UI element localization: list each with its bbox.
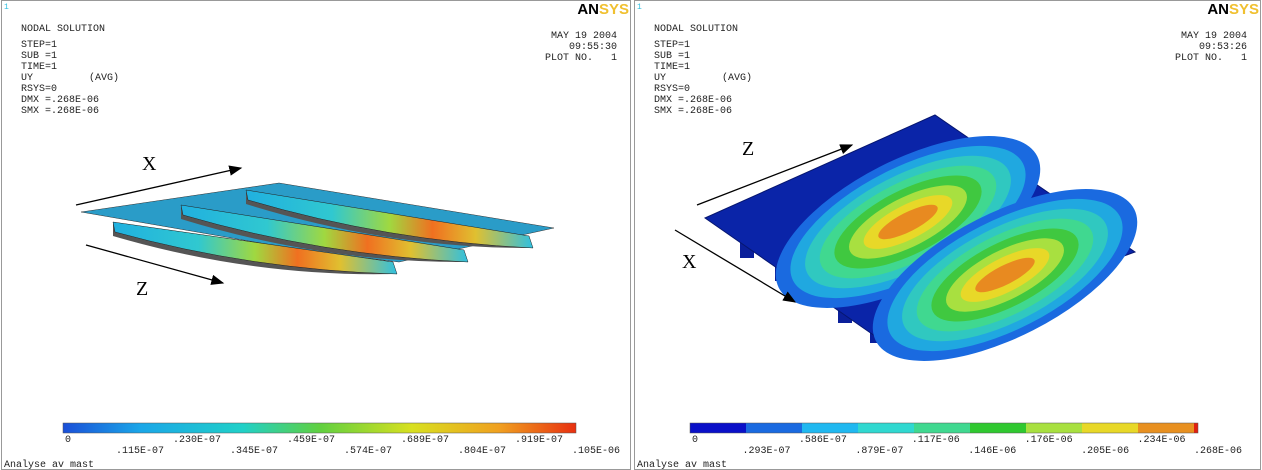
legend-label: 0 xyxy=(692,435,698,446)
legend-label: .176E-06 xyxy=(1025,435,1073,446)
axis-label: X xyxy=(682,251,697,273)
axis-arrow xyxy=(85,244,225,285)
beam-flange xyxy=(180,204,469,263)
result-title: NODAL SOLUTION xyxy=(21,24,105,35)
logo-sys: SYS xyxy=(1229,1,1259,18)
legend-label: .230E-07 xyxy=(173,435,221,446)
plot-number: PLOT NO. 1 xyxy=(1175,53,1247,64)
legend-label: .345E-07 xyxy=(230,446,278,457)
legend-label: .105E-06 xyxy=(572,446,620,457)
result-avg: (AVG) xyxy=(89,72,119,84)
legend-label: .879E-07 xyxy=(855,446,903,457)
legend-segment xyxy=(1138,423,1194,433)
window-number: 1 xyxy=(637,3,642,12)
legend-label: .689E-07 xyxy=(401,435,449,446)
result-avg: (AVG) xyxy=(722,72,752,84)
axis-arrow xyxy=(696,144,854,206)
time: 09:55:30 xyxy=(569,42,617,53)
result-line: RSYS=0 xyxy=(654,84,690,95)
footer: Analyse av mast xyxy=(4,459,94,470)
legend-label: .293E-07 xyxy=(742,446,790,457)
legend-label: .146E-06 xyxy=(968,446,1016,457)
legend-segment xyxy=(1082,423,1138,433)
result-line: SMX =.268E-06 xyxy=(654,106,732,117)
result-line: STEP=1 xyxy=(654,40,690,51)
result-item: UY xyxy=(21,73,33,84)
legend-label: .115E-07 xyxy=(116,446,164,457)
ansys-logo: ANSYS xyxy=(1207,1,1259,18)
contour-band xyxy=(878,204,938,240)
result-line: RSYS=0 xyxy=(21,84,57,95)
legend-label: .586E-07 xyxy=(799,435,847,446)
result-line: SUB =1 xyxy=(654,51,690,62)
date: MAY 19 2004 xyxy=(551,31,617,42)
time: 09:53:26 xyxy=(1199,42,1247,53)
legend-segment xyxy=(690,423,746,433)
beam-flange xyxy=(245,189,534,249)
legend-label: 0 xyxy=(65,435,71,446)
result-line: TIME=1 xyxy=(21,62,57,73)
legend-label: .459E-07 xyxy=(287,435,335,446)
result-line: DMX =.268E-06 xyxy=(654,95,732,106)
legend-segment xyxy=(970,423,1026,433)
contour-band xyxy=(975,257,1035,293)
logo-sys: SYS xyxy=(599,1,629,18)
plate xyxy=(703,114,1138,361)
window-number: 1 xyxy=(4,3,9,12)
beam-flange xyxy=(112,221,398,275)
legend-label: .574E-07 xyxy=(344,446,392,457)
legend-segment xyxy=(802,423,858,433)
legend-bar xyxy=(689,422,1199,434)
date: MAY 19 2004 xyxy=(1181,31,1247,42)
result-title: NODAL SOLUTION xyxy=(654,24,738,35)
result-item: UY xyxy=(654,73,666,84)
result-line: DMX =.268E-06 xyxy=(21,95,99,106)
plot-number: PLOT NO. 1 xyxy=(545,53,617,64)
axis-label: X xyxy=(142,153,157,175)
legend-bar xyxy=(62,422,577,434)
legend-label: .117E-06 xyxy=(912,435,960,446)
legend-segment xyxy=(746,423,802,433)
axis-arrow xyxy=(75,165,243,206)
logo-an: AN xyxy=(577,1,599,18)
logo-an: AN xyxy=(1207,1,1229,18)
ansys-logo: ANSYS xyxy=(577,1,629,18)
axis-label: Z xyxy=(742,138,754,160)
footer: Analyse av mast xyxy=(637,459,727,470)
legend-label: .234E-06 xyxy=(1138,435,1186,446)
legend-label: .919E-07 xyxy=(515,435,563,446)
result-line: STEP=1 xyxy=(21,40,57,51)
result-line: SMX =.268E-06 xyxy=(21,106,99,117)
legend-label: .804E-07 xyxy=(458,446,506,457)
legend-label: .268E-06 xyxy=(1194,446,1242,457)
legend-segment xyxy=(1194,423,1198,433)
axis-label: Z xyxy=(136,278,148,300)
legend-segment xyxy=(858,423,914,433)
legend-label: .205E-06 xyxy=(1081,446,1129,457)
axis-arrow xyxy=(674,229,797,303)
legend-segment xyxy=(1026,423,1082,433)
result-line: TIME=1 xyxy=(654,62,690,73)
result-line: SUB =1 xyxy=(21,51,57,62)
legend-segment xyxy=(914,423,970,433)
